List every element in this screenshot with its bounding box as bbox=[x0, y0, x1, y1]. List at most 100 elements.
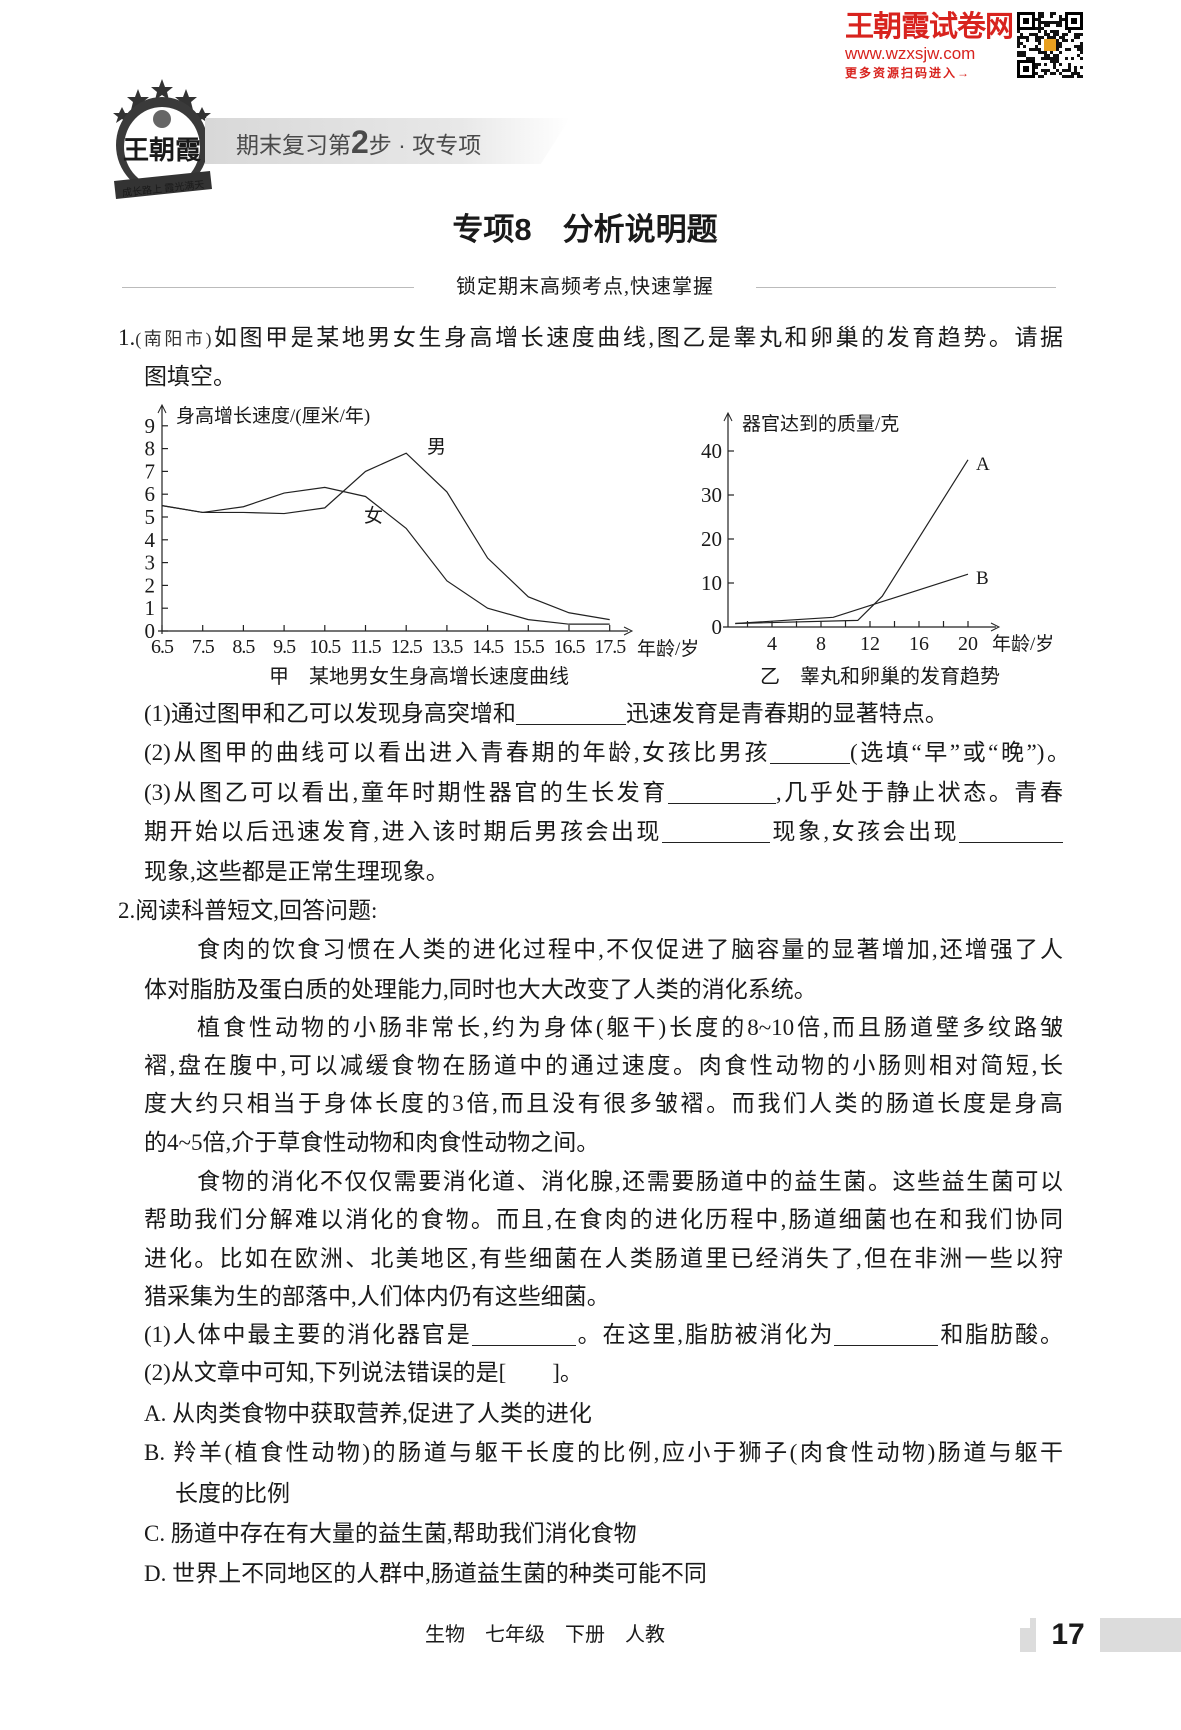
text-line: (3)从图乙可以看出,童年时期性器官的生长发育 ,几乎处于静止状态。青春 bbox=[144, 778, 1063, 808]
answer-option: B. 羚羊(植食性动物)的肠道与躯干长度的比例,应小于狮子(肉食性动物)肠道与躯… bbox=[144, 1438, 1063, 1468]
brand-title: 王朝霞试卷网 bbox=[845, 11, 1014, 43]
x-tick-label: 15.5 bbox=[513, 636, 545, 658]
answer-blank[interactable] bbox=[471, 1323, 576, 1346]
x-axis-label: 年龄/岁 bbox=[992, 633, 1054, 655]
x-axis-arrow-icon bbox=[623, 626, 634, 636]
text-segment: (2)从文章中可知,下列说法错误的是[ bbox=[144, 1360, 507, 1385]
text-segment: A. 从肉类食物中获取营养,促进了人类的进化 bbox=[144, 1401, 592, 1426]
x-axis-arrow-icon bbox=[990, 622, 1001, 632]
footer-text: 生物 七年级 下册 人教 bbox=[425, 1624, 665, 1646]
brand-url[interactable]: www.wzxsjw.com bbox=[845, 44, 976, 63]
text-segment: (2)从图甲的曲线可以看出进入青春期的年龄,女孩比男孩 bbox=[144, 740, 771, 765]
page-number-corner bbox=[1020, 1618, 1030, 1628]
answer-blank[interactable] bbox=[515, 702, 626, 725]
y-tick-label: 40 bbox=[701, 439, 722, 463]
text-line: (2)从文章中可知,下列说法错误的是[ ]。 bbox=[144, 1358, 583, 1388]
text-line: 食肉的饮食习惯在人类的进化过程中,不仅促进了脑容量的显著增加,还增强了人 bbox=[197, 935, 1063, 965]
text-segment: B. 羚羊(植食性动物)的肠道与躯干长度的比例,应小于狮子(肉食性动物)肠道与躯… bbox=[144, 1440, 1063, 1465]
text-segment: 体对脂肪及蛋白质的处理能力,同时也大大改变了人类的消化系统。 bbox=[144, 977, 817, 1002]
text-segment: 度大约只相当于身体长度的3倍,而且没有很多皱褶。而我们人类的肠道长度是身高 bbox=[144, 1091, 1063, 1116]
text-line: (1)通过图甲和乙可以发现身高突增和 迅速发育是青春期的显著特点。 bbox=[144, 699, 948, 729]
x-tick-label: 4 bbox=[767, 633, 777, 655]
page-title: 专项8 分析说明题 bbox=[452, 212, 718, 247]
text-segment: (南阳市) bbox=[135, 329, 212, 349]
series-line-B bbox=[735, 573, 969, 625]
y-tick-label: 1 bbox=[145, 596, 156, 620]
answer-blank[interactable] bbox=[661, 820, 770, 843]
text-segment: (选填“早”或“晚”)。 bbox=[850, 740, 1070, 765]
x-tick-label: 6.5 bbox=[151, 636, 174, 658]
text-segment: 1. bbox=[118, 325, 136, 350]
text-segment: 2.阅读科普短文,回答问题: bbox=[118, 898, 378, 923]
x-axis-label: 年龄/岁 bbox=[637, 638, 699, 660]
answer-option: 长度的比例 bbox=[175, 1479, 290, 1509]
text-segment: 褶,盘在腹中,可以减缓食物在肠道中的通过速度。肉食性动物的小肠则相对简短,长 bbox=[144, 1053, 1063, 1078]
qr-code-icon[interactable] bbox=[1017, 12, 1083, 78]
answer-blank[interactable] bbox=[667, 781, 776, 804]
y-tick-label: 10 bbox=[701, 571, 722, 595]
x-tick-label: 11.5 bbox=[350, 636, 381, 658]
text-line: 褶,盘在腹中,可以减缓食物在肠道中的通过速度。肉食性动物的小肠则相对简短,长 bbox=[144, 1051, 1063, 1081]
text-line: 的4~5倍,介于草食性动物和肉食性动物之间。 bbox=[144, 1128, 599, 1158]
text-segment: 。在这里,脂肪被消化为 bbox=[575, 1322, 835, 1347]
page-subtitle: 锁定期末高频考点,快速掌握 bbox=[456, 276, 714, 298]
chart-caption: 甲 某地男女生身高增长速度曲线 bbox=[269, 665, 569, 688]
text-line: 度大约只相当于身体长度的3倍,而且没有很多皱褶。而我们人类的肠道长度是身高 bbox=[144, 1089, 1063, 1119]
series-label: 女 bbox=[364, 505, 383, 527]
text-line: 猎采集为生的部落中,人们体内仍有这些细菌。 bbox=[144, 1282, 610, 1312]
y-tick-label: 30 bbox=[701, 483, 722, 507]
text-segment: 植食性动物的小肠非常长,约为身体(躯干)长度的8~10倍,而且肠道壁多纹路皱 bbox=[197, 1015, 1063, 1040]
y-tick-label: 5 bbox=[145, 505, 156, 529]
series-label: B bbox=[976, 568, 989, 589]
text-segment: (3)从图乙可以看出,童年时期性器官的生长发育 bbox=[144, 780, 668, 805]
x-tick-label: 17.5 bbox=[594, 636, 626, 658]
y-tick-label: 2 bbox=[145, 573, 156, 597]
text-line: 现象,这些都是正常生理现象。 bbox=[144, 857, 449, 887]
answer-blank[interactable] bbox=[959, 820, 1063, 843]
series-label: 男 bbox=[427, 437, 446, 458]
series-line-A bbox=[735, 459, 969, 625]
series-line-男 bbox=[161, 452, 610, 621]
banner-text: 期末复习第2步 · 攻专项 bbox=[236, 124, 482, 160]
answer-option: C. 肠道中存在有大量的益生菌,帮助我们消化食物 bbox=[144, 1519, 637, 1549]
text-line: 2.阅读科普短文,回答问题: bbox=[118, 896, 377, 926]
text-segment: 长度的比例 bbox=[175, 1481, 290, 1506]
text-segment: D. 世界上不同地区的人群中,肠道益生菌的种类可能不同 bbox=[144, 1561, 707, 1586]
text-segment: (1)人体中最主要的消化器官是 bbox=[144, 1322, 472, 1347]
text-segment: C. 肠道中存在有大量的益生菌,帮助我们消化食物 bbox=[144, 1521, 637, 1546]
logo-emblem-icon: 王朝霞 成长路上 霞光满天 bbox=[113, 79, 212, 199]
divider-left bbox=[122, 287, 414, 288]
x-tick-label: 16.5 bbox=[554, 636, 586, 658]
text-segment: 现象,这些都是正常生理现象。 bbox=[144, 859, 449, 884]
x-tick-label: 20 bbox=[958, 633, 978, 655]
text-line: (1)人体中最主要的消化器官是 。在这里,脂肪被消化为 和脂肪酸。 bbox=[144, 1320, 1063, 1350]
answer-blank[interactable] bbox=[834, 1323, 939, 1346]
text-line: 帮助我们分解难以消化的食物。而且,在食肉的进化历程中,肠道细菌也在和我们协同 bbox=[144, 1205, 1063, 1235]
x-tick-label: 14.5 bbox=[472, 636, 504, 658]
text-segment: (1)通过图甲和乙可以发现身高突增和 bbox=[144, 701, 516, 726]
x-tick-label: 13.5 bbox=[431, 636, 463, 658]
text-segment: ]。 bbox=[552, 1360, 583, 1385]
x-tick-label: 10.5 bbox=[309, 636, 341, 658]
section-banner bbox=[205, 118, 570, 164]
publisher-logo: 王朝霞 成长路上 霞光满天 bbox=[108, 75, 216, 203]
x-tick-label: 9.5 bbox=[273, 636, 296, 658]
text-line: 食物的消化不仅仅需要消化道、消化腺,还需要肠道中的益生菌。这些益生菌可以 bbox=[197, 1167, 1063, 1197]
answer-option: D. 世界上不同地区的人群中,肠道益生菌的种类可能不同 bbox=[144, 1559, 707, 1589]
answer-blank[interactable] bbox=[770, 741, 851, 764]
page-number: 17 bbox=[1036, 1615, 1100, 1655]
brand-block[interactable]: 王朝霞试卷网 www.wzxsjw.com 更多资源扫码进入→ bbox=[845, 10, 1015, 82]
y-tick-label: 6 bbox=[145, 482, 156, 506]
x-tick-label: 12 bbox=[860, 633, 880, 655]
divider-right bbox=[756, 287, 1056, 288]
text-segment: 如图甲是某地男女生身高增长速度曲线,图乙是睾丸和卵巢的发育趋势。请据 bbox=[211, 325, 1063, 350]
answer-option: A. 从肉类食物中获取营养,促进了人类的进化 bbox=[144, 1399, 592, 1429]
y-axis-arrow-icon bbox=[723, 411, 733, 422]
x-tick-label: 7.5 bbox=[192, 636, 215, 658]
x-tick-label: 8 bbox=[816, 633, 826, 655]
x-tick-label: 8.5 bbox=[232, 636, 255, 658]
text-segment: ,几乎处于静止状态。青春 bbox=[775, 780, 1063, 805]
y-tick-label: 4 bbox=[145, 528, 156, 552]
series-line-女 bbox=[161, 486, 610, 625]
